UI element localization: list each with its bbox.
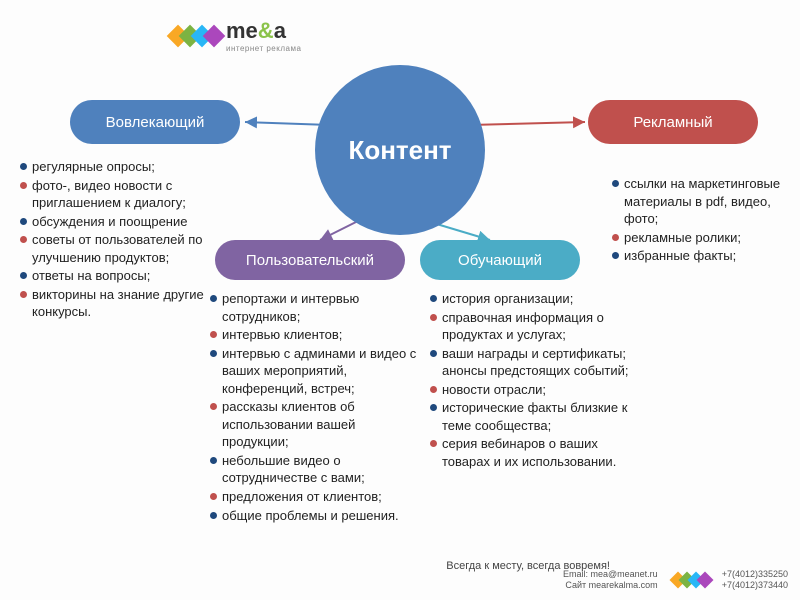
list-item: ссылки на маркетинговые материалы в pdf,… [612,175,787,228]
list-user: репортажи и интервью сотрудников;интервь… [210,290,425,525]
list-item: фото-, видео новости с приглашением к ди… [20,177,215,212]
bullet-icon [20,291,27,298]
list-item-text: ответы на вопросы; [32,267,215,285]
list-item-text: небольшие видео о сотрудничестве с вами; [222,452,425,487]
list-advertising: ссылки на маркетинговые материалы в pdf,… [612,175,787,266]
list-item: репортажи и интервью сотрудников; [210,290,425,325]
list-item-text: ссылки на маркетинговые материалы в pdf,… [624,175,787,228]
list-item-text: исторические факты близкие к теме сообще… [442,399,630,434]
footer-phone1: +7(4012)335250 [722,569,788,580]
footer-phones: +7(4012)335250 +7(4012)373440 [722,569,788,591]
bullet-icon [210,493,217,500]
list-item-text: фото-, видео новости с приглашением к ди… [32,177,215,212]
list-item-text: история организации; [442,290,630,308]
list-educational: история организации;справочная информаци… [430,290,630,471]
list-item: обсуждения и поощрение [20,213,215,231]
list-item: справочная информация о продуктах и услу… [430,309,630,344]
center-node: Контент [315,65,485,235]
center-label: Контент [348,135,451,166]
bullet-icon [20,272,27,279]
bullet-icon [210,403,217,410]
list-item-text: рассказы клиентов об использовании вашей… [222,398,425,451]
list-item-text: общие проблемы и решения. [222,507,425,525]
list-item: общие проблемы и решения. [210,507,425,525]
list-item-text: викторины на знание другие конкурсы. [32,286,215,321]
list-item-text: интервью с админами и видео с ваших меро… [222,345,425,398]
list-item: советы от пользователей по улучшению про… [20,231,215,266]
bullet-icon [210,295,217,302]
node-user: Пользовательский [215,240,405,280]
list-item: исторические факты близкие к теме сообще… [430,399,630,434]
list-item-text: новости отрасли; [442,381,630,399]
logo: me&a интернет реклама [170,18,301,53]
bullet-icon [430,314,437,321]
bullet-icon [612,180,619,187]
bullet-icon [20,163,27,170]
logo-subtitle: интернет реклама [226,44,301,53]
list-item-text: регулярные опросы; [32,158,215,176]
footer-site: Сайт mearekalma.com [563,580,658,591]
list-item-text: советы от пользователей по улучшению про… [32,231,215,266]
list-item-text: рекламные ролики; [624,229,787,247]
list-item-text: предложения от клиентов; [222,488,425,506]
footer-logo-mark [672,574,708,586]
bullet-icon [210,512,217,519]
node-user-label: Пользовательский [246,252,374,269]
node-engaging-label: Вовлекающий [106,114,205,131]
list-item: избранные факты; [612,247,787,265]
list-item: история организации; [430,290,630,308]
list-item: предложения от клиентов; [210,488,425,506]
list-item: викторины на знание другие конкурсы. [20,286,215,321]
list-item: рассказы клиентов об использовании вашей… [210,398,425,451]
bullet-icon [430,404,437,411]
list-item: ваши награды и сертификаты; анонсы предс… [430,345,630,380]
list-item: интервью клиентов; [210,326,425,344]
list-item-text: серия вебинаров о ваших товарах и их исп… [442,435,630,470]
bullet-icon [430,386,437,393]
list-item: серия вебинаров о ваших товарах и их исп… [430,435,630,470]
list-item-text: обсуждения и поощрение [32,213,215,231]
bullet-icon [210,457,217,464]
bullet-icon [612,252,619,259]
footer-phone2: +7(4012)373440 [722,580,788,591]
node-educational: Обучающий [420,240,580,280]
list-item-text: избранные факты; [624,247,787,265]
list-item: рекламные ролики; [612,229,787,247]
bullet-icon [210,331,217,338]
bullet-icon [20,182,27,189]
bullet-icon [430,350,437,357]
footer-email-site: Email: mea@meanet.ru Сайт mearekalma.com [563,569,658,591]
list-item: небольшие видео о сотрудничестве с вами; [210,452,425,487]
list-item-text: ваши награды и сертификаты; анонсы предс… [442,345,630,380]
logo-mark [170,28,218,44]
footer-tagline: Всегда к месту, всегда вовремя! [446,560,610,572]
logo-text: me&a [226,18,286,43]
bullet-icon [20,218,27,225]
node-educational-label: Обучающий [458,252,542,269]
footer: Всегда к месту, всегда вовремя! Email: m… [0,560,800,600]
node-advertising-label: Рекламный [633,114,712,131]
bullet-icon [430,440,437,447]
bullet-icon [20,236,27,243]
bullet-icon [430,295,437,302]
node-advertising: Рекламный [588,100,758,144]
bullet-icon [612,234,619,241]
list-item: новости отрасли; [430,381,630,399]
bullet-icon [210,350,217,357]
list-item-text: справочная информация о продуктах и услу… [442,309,630,344]
logo-diamond-4 [203,24,226,47]
list-item-text: репортажи и интервью сотрудников; [222,290,425,325]
list-item: ответы на вопросы; [20,267,215,285]
list-engaging: регулярные опросы;фото-, видео новости с… [20,158,215,322]
node-engaging: Вовлекающий [70,100,240,144]
list-item: интервью с админами и видео с ваших меро… [210,345,425,398]
list-item-text: интервью клиентов; [222,326,425,344]
list-item: регулярные опросы; [20,158,215,176]
